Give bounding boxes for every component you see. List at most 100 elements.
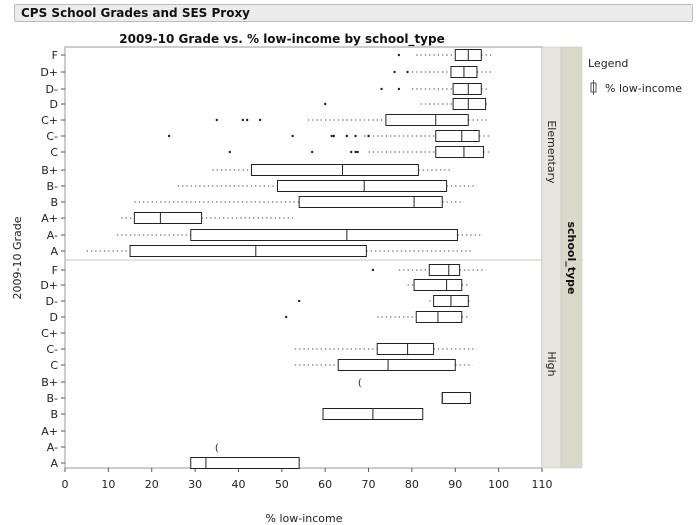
y-tick-label: C [50, 146, 58, 159]
box-elementary-D+ [393, 66, 495, 78]
box-iqr [385, 114, 469, 126]
y-tick-label: A- [47, 441, 58, 454]
y-tick-label: B- [46, 392, 58, 405]
outlier-point [215, 118, 218, 122]
box-iqr [441, 392, 471, 404]
legend-title: Legend [588, 57, 628, 70]
box-high-C- [294, 343, 477, 355]
outlier-point [345, 134, 349, 138]
box-high-B [322, 408, 424, 420]
y-tick-label: F [52, 264, 58, 277]
box-elementary-F [397, 49, 495, 61]
outlier-point [245, 118, 249, 122]
box-elementary-B+ [212, 164, 451, 176]
x-tick-label: 20 [145, 478, 159, 491]
box-high-B+: ( [358, 378, 362, 389]
box-high-B- [441, 392, 471, 404]
x-axis-label: % low-income [266, 512, 343, 525]
y-tick-label: A [50, 457, 58, 470]
outlier-point [367, 134, 370, 138]
y-tick-label: B+ [41, 164, 58, 177]
outlier-point [258, 118, 262, 122]
y-tick-label: D- [46, 295, 58, 308]
x-tick-label: 90 [448, 478, 462, 491]
x-tick-label: 80 [405, 478, 419, 491]
single-value-mark: ( [358, 378, 362, 389]
box-iqr [428, 264, 461, 276]
x-tick-label: 10 [101, 478, 115, 491]
outlier-point [350, 150, 353, 154]
y-tick-label: D- [46, 83, 58, 96]
x-axis: 0 10 20 30 40 50 60 70 80 90 100 110 [62, 468, 553, 491]
box-elementary-C- [167, 130, 490, 142]
outlier-point [354, 150, 357, 154]
box-iqr [415, 311, 463, 323]
outlier-point [371, 268, 375, 272]
x-tick-label: 0 [62, 478, 69, 491]
panel-title: CPS School Grades and SES Proxy [21, 6, 251, 20]
outlier-point [354, 134, 357, 138]
y-tick-label: C- [46, 343, 58, 356]
x-tick-label: 30 [188, 478, 202, 491]
x-tick-label: 60 [318, 478, 332, 491]
legend-item-label: % low-income [605, 82, 682, 95]
y-tick-label: B- [46, 180, 58, 193]
facet-variable-label: school_type [565, 221, 578, 294]
y-tick-label: D+ [40, 279, 58, 292]
single-value-mark: ( [215, 443, 219, 454]
box-elementary-B [134, 196, 464, 208]
y-tick-label: C+ [41, 327, 58, 340]
box-iqr [435, 130, 480, 142]
outlier-point [241, 118, 244, 122]
x-tick-label: 100 [488, 478, 509, 491]
x-tick-label: 40 [231, 478, 245, 491]
plot-area [64, 46, 543, 469]
y-tick-label: D [50, 98, 58, 111]
chart-title: 2009-10 Grade vs. % low-income by school… [119, 32, 444, 47]
box-iqr [413, 279, 463, 291]
y-tick-label: D [50, 311, 58, 324]
box-iqr [190, 457, 300, 469]
facet-strip-panels [541, 46, 562, 469]
outlier-point [297, 299, 301, 303]
outlier-point [330, 134, 333, 138]
box-elementary-B- [177, 180, 477, 192]
y-tick-label: B [50, 196, 58, 209]
box-elementary-D [323, 98, 490, 110]
y-tick-label: A [50, 245, 58, 258]
box-iqr [452, 83, 482, 95]
outlier-point [310, 150, 314, 154]
box-elementary-A [86, 245, 473, 257]
box-high-A-: ( [215, 443, 219, 454]
box-elementary-D- [380, 83, 490, 95]
outlier-point [397, 87, 401, 91]
y-tick-label: C- [46, 130, 58, 143]
outlier-point [323, 102, 327, 106]
box-high-C [294, 359, 473, 371]
y-tick-label: A+ [41, 425, 58, 438]
y-tick-label: C+ [41, 114, 58, 127]
y-axis-label: 2009-10 Grade [11, 216, 24, 299]
box-high-F [371, 264, 486, 276]
outlier-point [228, 150, 231, 154]
facet-label-high: High [545, 351, 558, 376]
facet-strip-variable [560, 46, 583, 469]
box-iqr [452, 98, 487, 110]
box-iqr [190, 229, 458, 241]
outlier-point [397, 53, 401, 57]
box-series: (( [86, 49, 495, 469]
box-iqr [337, 359, 456, 371]
x-tick-label: 70 [362, 478, 376, 491]
outlier-point [291, 134, 294, 138]
outlier-point [406, 70, 409, 74]
y-tick-label: B+ [41, 376, 58, 389]
outlier-point [356, 150, 359, 154]
y-tick-label: C [50, 359, 58, 372]
box-high-D+ [407, 279, 469, 291]
legend-item: % low-income [590, 80, 682, 95]
box-iqr [133, 212, 203, 224]
x-tick-label: 50 [275, 478, 289, 491]
y-tick-label: A+ [41, 212, 58, 225]
box-elementary-A- [117, 229, 482, 241]
box-iqr [298, 196, 443, 208]
